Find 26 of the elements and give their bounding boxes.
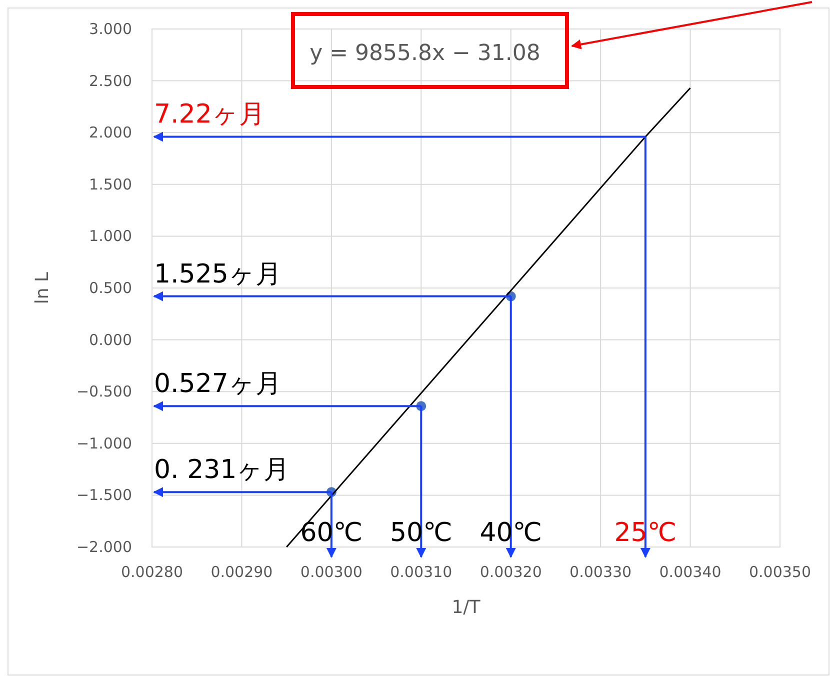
annotation: 1.525ヶ月 <box>154 259 282 290</box>
x-axis-title: 1/T <box>452 597 482 618</box>
y-tick-label: 0.000 <box>89 330 132 349</box>
x-tick-label: 0.00280 <box>120 563 184 581</box>
y-tick-label: −1.500 <box>76 486 132 504</box>
x-tick-label: 0.00320 <box>480 563 542 581</box>
annotation: 0.527ヶ月 <box>154 369 282 400</box>
annotation: y = 9855.8x − 31.08 <box>310 41 540 66</box>
y-tick-label: 2.500 <box>89 72 132 90</box>
y-tick-label: 3.000 <box>89 20 132 38</box>
annotation: 0. 231ヶ月 <box>154 455 290 486</box>
y-axis-title: ln L <box>32 272 53 304</box>
x-tick-label: 0.00290 <box>210 563 273 581</box>
y-tick-label: 2.000 <box>89 124 132 142</box>
y-tick-label: −2.000 <box>76 538 132 556</box>
x-tick-label: 0.00330 <box>570 563 632 581</box>
x-tick-label: 0.00310 <box>390 563 452 581</box>
annotation: 7.22ヶ月 <box>154 100 265 130</box>
y-tick-label: 1.000 <box>89 227 132 246</box>
x-tick-label: 0.00300 <box>300 563 362 581</box>
y-tick-label: 1.500 <box>89 175 132 194</box>
y-tick-label: −0.500 <box>76 382 132 401</box>
y-tick-label: −1.000 <box>76 434 132 452</box>
y-tick-label: 0.500 <box>89 279 132 297</box>
x-tick-label: 0.00340 <box>659 563 722 581</box>
x-tick-label: 0.00350 <box>748 563 812 581</box>
